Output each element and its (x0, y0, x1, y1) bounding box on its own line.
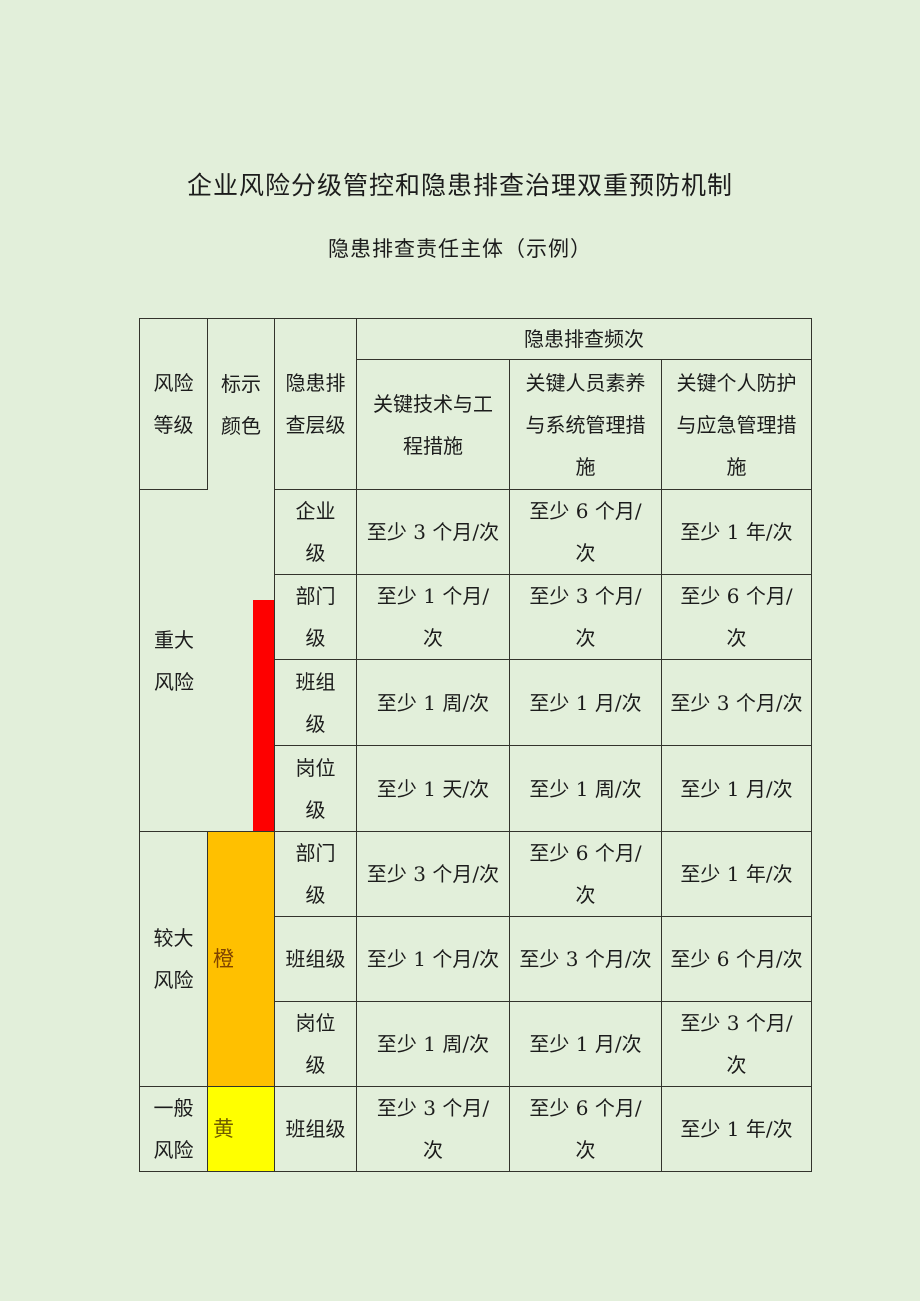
freq-cell: 至少 1 周/次 (357, 1002, 510, 1087)
page-title: 企业风险分级管控和隐患排查治理双重预防机制 (186, 171, 733, 200)
freq-cell: 至少 1 年/次 (662, 832, 813, 917)
header-frequency: 隐患排查频次 (357, 319, 813, 360)
header-risk-level: 风险 等级 (140, 319, 208, 490)
layer-cell: 企业 级 (275, 490, 357, 575)
layer-cell: 部门 级 (275, 575, 357, 660)
freq-cell: 至少 6 个月/次 (662, 917, 813, 1002)
freq-cell: 至少 3 个月/ 次 (662, 1002, 813, 1087)
freq-cell: 至少 6 个月/ 次 (662, 575, 813, 660)
layer-cell: 班组 级 (275, 660, 357, 746)
freq-cell: 至少 3 个月/次 (510, 917, 662, 1002)
freq-cell: 至少 1 周/次 (510, 746, 662, 832)
color-swatch-major-cell (208, 490, 275, 832)
header-mark-color: 标示 颜色 (208, 319, 275, 490)
freq-cell: 至少 3 个月/次 (662, 660, 813, 746)
layer-cell: 岗位 级 (275, 1002, 357, 1087)
freq-cell: 至少 6 个月/ 次 (510, 490, 662, 575)
freq-cell: 至少 1 个月/ 次 (357, 575, 510, 660)
red-color-bar (253, 600, 274, 831)
freq-cell: 至少 3 个月/次 (357, 490, 510, 575)
freq-cell: 至少 1 年/次 (662, 1087, 813, 1172)
freq-cell: 至少 3 个月/ 次 (510, 575, 662, 660)
risk-table: 风险 等级 标示 颜色 隐患排 查层级 隐患排查频次 关键技术与工 程措施 关键… (139, 318, 813, 1172)
freq-cell: 至少 3 个月/次 (357, 832, 510, 917)
color-swatch-general-cell: 黄 (208, 1087, 275, 1172)
layer-cell: 班组级 (275, 917, 357, 1002)
freq-cell: 至少 6 个月/ 次 (510, 1087, 662, 1172)
color-swatch-moderate-cell: 橙 (208, 832, 275, 1087)
freq-cell: 至少 1 周/次 (357, 660, 510, 746)
freq-cell: 至少 3 个月/ 次 (357, 1087, 510, 1172)
freq-cell: 至少 1 天/次 (357, 746, 510, 832)
risk-level-major: 重大 风险 (140, 490, 208, 832)
header-freq-col-technical: 关键技术与工 程措施 (357, 360, 510, 490)
header-inspection-layer: 隐患排 查层级 (275, 319, 357, 490)
freq-cell: 至少 1 月/次 (662, 746, 813, 832)
layer-cell: 班组级 (275, 1087, 357, 1172)
header-freq-col-personnel: 关键人员素养 与系统管理措 施 (510, 360, 662, 490)
freq-cell: 至少 1 月/次 (510, 1002, 662, 1087)
header-freq-col-protection: 关键个人防护 与应急管理措 施 (662, 360, 813, 490)
layer-cell: 岗位 级 (275, 746, 357, 832)
freq-cell: 至少 1 年/次 (662, 490, 813, 575)
risk-level-general: 一般 风险 (140, 1087, 208, 1172)
risk-level-moderate: 较大 风险 (140, 832, 208, 1087)
freq-cell: 至少 1 个月/次 (357, 917, 510, 1002)
freq-cell: 至少 1 月/次 (510, 660, 662, 746)
page-subtitle: 隐患排查责任主体（示例） (328, 237, 592, 261)
freq-cell: 至少 6 个月/ 次 (510, 832, 662, 917)
layer-cell: 部门 级 (275, 832, 357, 917)
